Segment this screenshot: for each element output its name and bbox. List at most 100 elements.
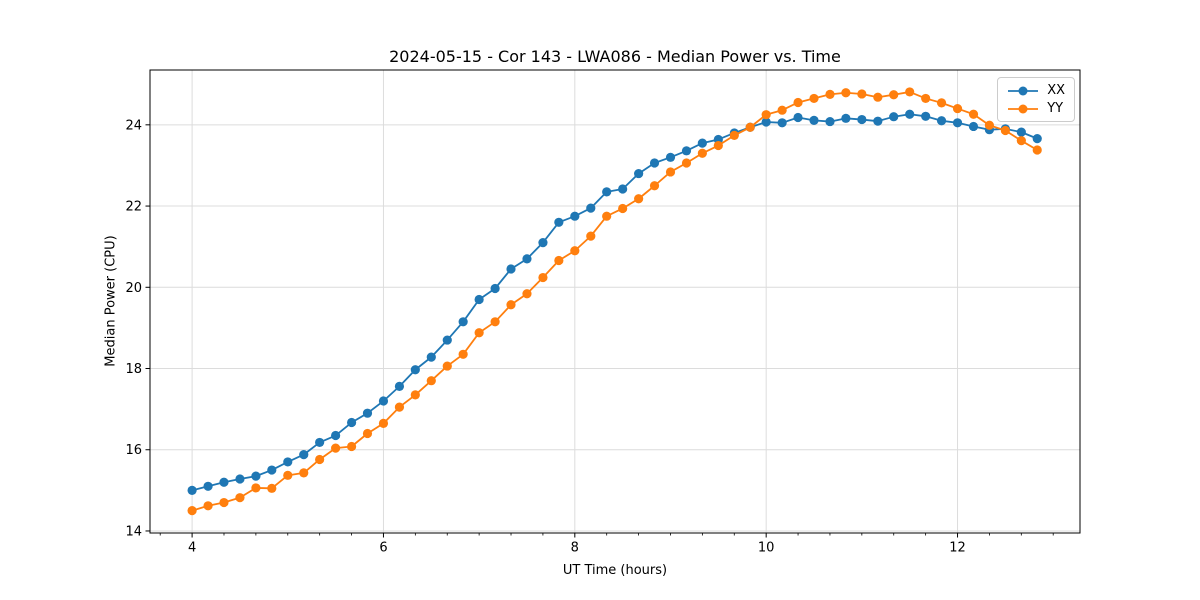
series-yy-marker [522,289,532,299]
series-xx-marker [426,352,436,362]
series-xx-marker [458,317,468,327]
series-xx-marker [442,335,452,345]
series-yy-marker [570,246,580,256]
series-xx-marker [187,485,197,495]
series-yy-marker [793,97,803,108]
series-xx-marker [410,365,420,375]
series-yy-marker [857,89,867,99]
series-yy-marker [713,140,723,151]
series-xx-marker [825,116,835,127]
series-xx-marker [841,113,851,123]
x-tick-label: 8 [571,541,579,556]
series-yy-marker [873,92,883,102]
series-yy-marker [665,167,676,177]
series-xx-marker [474,294,484,305]
series-xx-marker [602,187,612,197]
legend-line-sample-icon [1008,104,1039,113]
series-xx-marker [506,264,516,274]
series-xx-marker [793,112,803,123]
series-yy-marker [474,328,484,338]
series-yy-marker [426,376,436,386]
series-xx-marker [618,184,628,194]
series-yy-marker [362,428,373,439]
series-xx-marker [394,381,405,391]
series-xx-marker [554,217,564,227]
y-tick-label: 16 [125,443,142,458]
series-yy-marker [378,418,389,428]
series-yy-marker [283,470,293,480]
series-xx-marker [809,115,819,125]
series-yy-marker [634,194,644,204]
series-xx-marker [267,465,277,475]
series-yy-marker [267,483,277,493]
x-tick-label: 4 [188,541,196,556]
y-tick-label: 22 [125,200,142,215]
series-xx-marker [538,238,548,248]
series-xx-marker [697,138,707,148]
series-yy-marker [586,231,596,241]
series-yy-marker [219,497,229,508]
series-yy-marker [187,506,197,516]
chart-title: 2024-05-15 - Cor 143 - LWA086 - Median P… [389,47,841,66]
series-yy-marker [968,109,979,119]
legend-item-xx: XX [1006,83,1065,98]
y-tick-label: 14 [125,524,142,539]
series-xx-marker [203,481,213,491]
series-yy-marker [729,130,739,140]
series-xx-marker [299,450,309,460]
series-yy-marker [410,390,420,400]
x-tick-label: 10 [758,541,775,556]
series-xx-marker [251,471,261,481]
series-xx-marker [921,111,931,121]
series-yy-marker [602,211,612,221]
series-xx-marker [777,118,787,128]
series-yy-marker [394,402,405,412]
series-yy-marker [538,272,548,283]
series-yy-marker [315,454,325,465]
series-yy-marker [1032,145,1042,155]
legend-label-yy: YY [1047,101,1064,116]
series-yy-marker [618,203,628,214]
series-xx-marker [235,474,245,484]
series-yy-marker [905,87,915,97]
series-xx-marker [936,116,947,126]
y-tick-label: 24 [125,118,142,133]
series-yy-marker [745,122,755,132]
series-yy-marker [889,90,899,100]
series-yy-marker [777,105,787,115]
series-xx-marker [378,396,389,406]
series-xx-marker [570,211,580,221]
legend-item-yy: YY [1006,101,1065,116]
series-xx-marker [857,114,867,125]
series-xx-marker [1016,127,1026,137]
series-yy-marker [235,493,245,503]
series-yy-marker [697,148,707,158]
series-xx-marker [952,118,963,128]
series-yy-marker [346,441,357,452]
series-yy-marker [506,300,516,310]
series-xx-line [191,113,1038,492]
series-yy-marker [952,103,963,114]
series-yy-marker [1000,125,1010,136]
series-xx-marker [1032,134,1042,144]
series-yy-marker [649,181,660,191]
series-xx-marker [315,437,325,448]
series-yy-marker [809,93,819,104]
series-yy-marker [251,483,261,493]
series-yy-marker [458,349,468,359]
series-yy-marker [841,88,851,98]
series-xx-marker [649,158,660,168]
series-xx-marker [905,109,915,119]
series-xx-marker [889,112,899,122]
series-xx-marker [219,477,229,487]
legend: XX YY [997,77,1075,122]
legend-label-xx: XX [1047,83,1065,98]
series-yy-marker [936,98,947,108]
series-xx-marker [873,116,883,126]
series-xx-marker [522,254,532,264]
series-yy-marker [921,93,931,104]
series-xx-marker [490,283,500,294]
series-xx-marker [331,430,341,441]
